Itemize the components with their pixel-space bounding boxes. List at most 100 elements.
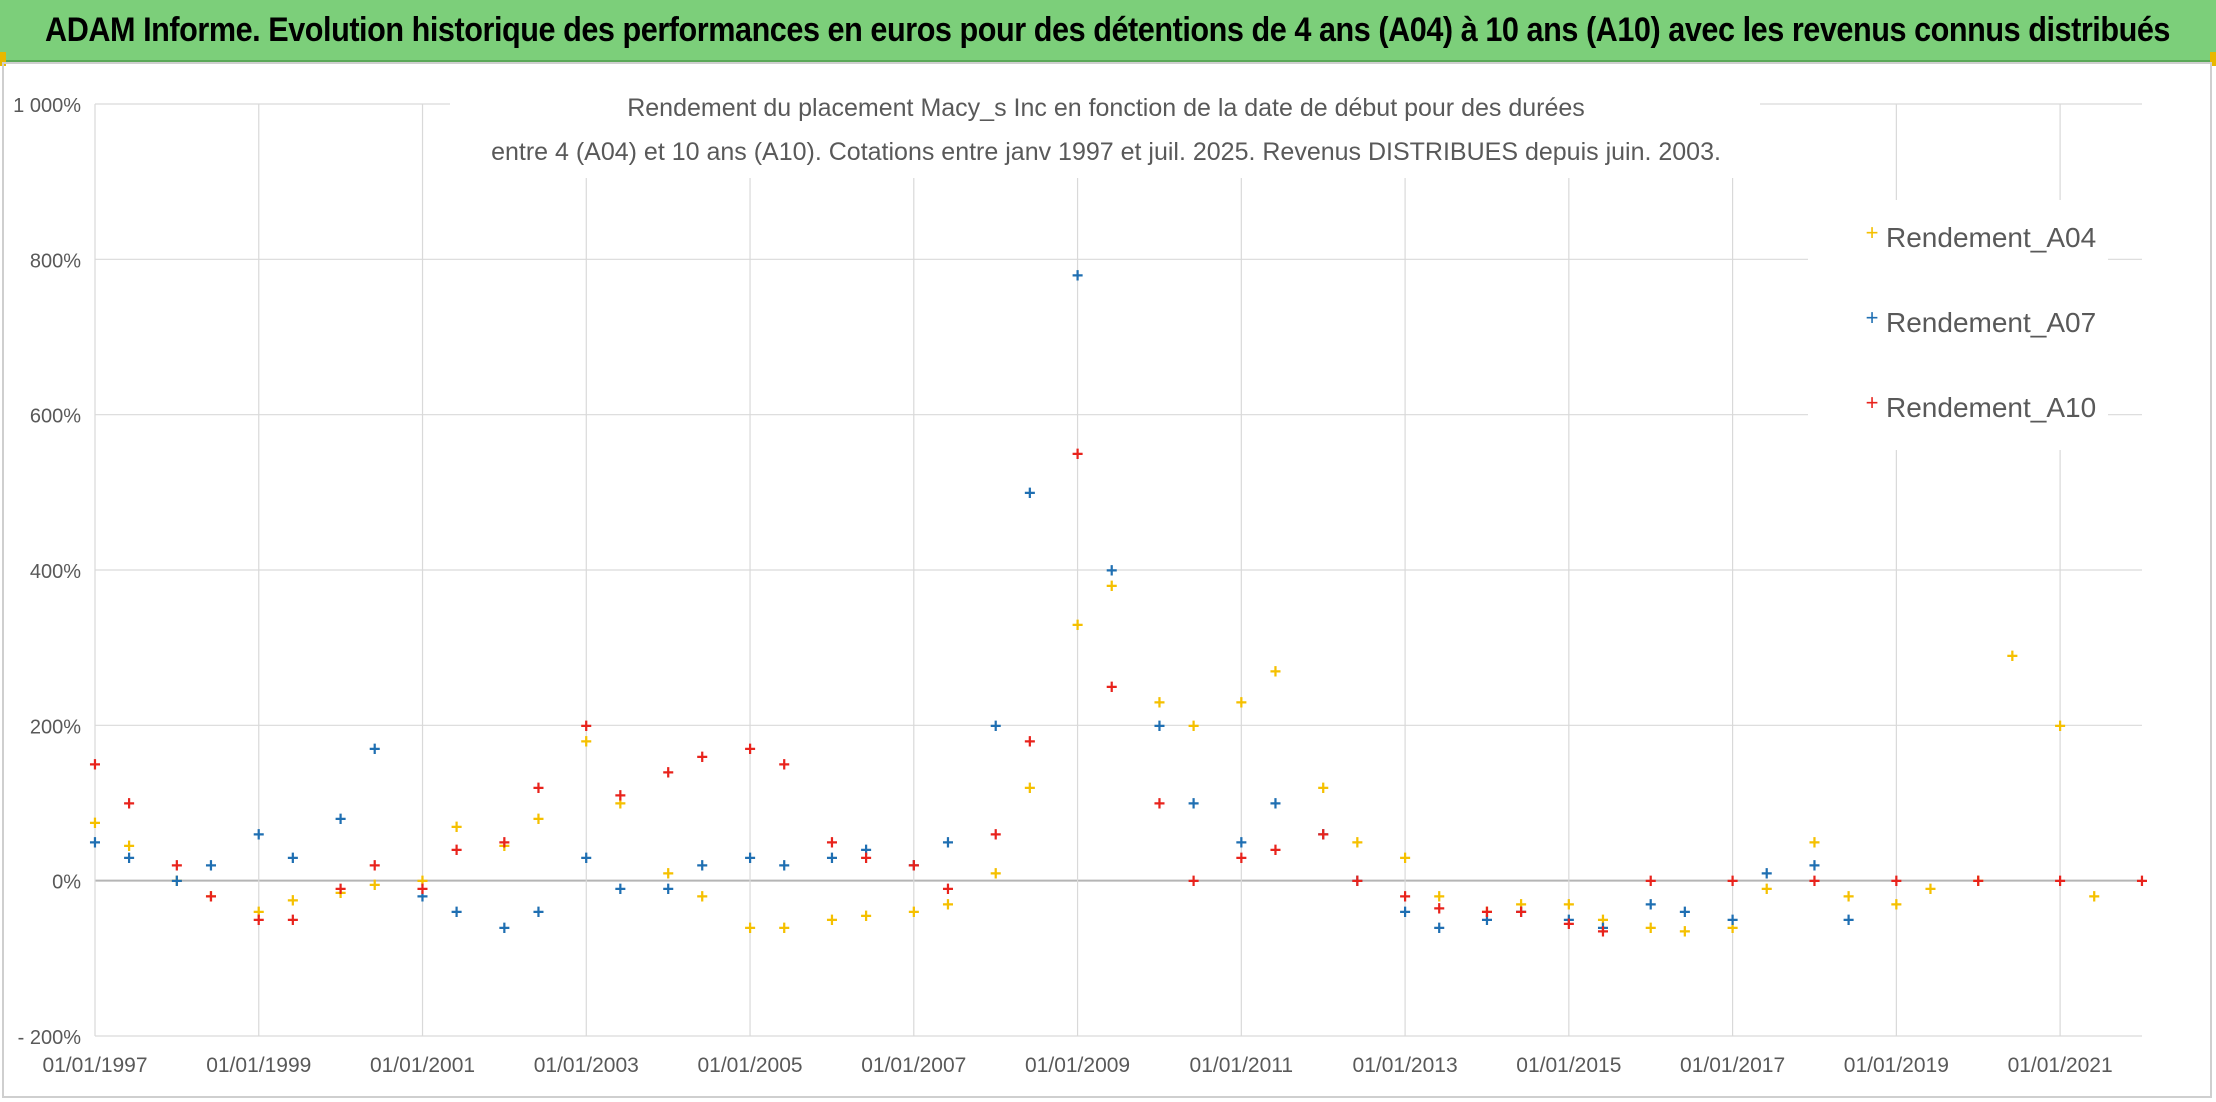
point-rendement-a04: +: [1106, 576, 1118, 598]
point-rendement-a04: +: [171, 871, 183, 893]
banner-edge-marker-right: [2210, 52, 2216, 66]
point-rendement-a04: +: [1727, 917, 1739, 939]
point-rendement-a04: +: [335, 882, 347, 904]
point-rendement-a04: +: [1399, 847, 1411, 869]
point-rendement-a07: +: [908, 855, 920, 877]
point-rendement-a10: +: [123, 793, 135, 815]
point-rendement-a10: +: [369, 855, 381, 877]
legend-label-a10: Rendement_A10: [1886, 392, 2096, 423]
point-rendement-a04: +: [744, 917, 756, 939]
point-rendement-a04: +: [1925, 878, 1937, 900]
point-rendement-a10: +: [942, 878, 954, 900]
point-rendement-a04: +: [1843, 886, 1855, 908]
point-rendement-a04: +: [451, 816, 463, 838]
point-rendement-a07: +: [1024, 482, 1036, 504]
point-rendement-a10: +: [205, 886, 217, 908]
point-rendement-a07: +: [1235, 832, 1247, 854]
point-rendement-a10: +: [287, 910, 299, 932]
x-tick-label: 01/01/2011: [1190, 1054, 1294, 1077]
point-rendement-a04: +: [696, 886, 708, 908]
point-rendement-a04: +: [1317, 777, 1329, 799]
point-rendement-a07: +: [942, 832, 954, 854]
point-rendement-a10: +: [533, 777, 545, 799]
point-rendement-a10: +: [171, 855, 183, 877]
point-rendement-a10: +: [1154, 793, 1166, 815]
banner-edge-marker-left: [0, 52, 6, 66]
point-rendement-a07: +: [860, 840, 872, 862]
point-rendement-a07: +: [778, 855, 790, 877]
chart-title-line-2: entre 4 (A04) et 10 ans (A10). Cotations…: [491, 138, 1721, 166]
point-rendement-a04: +: [205, 886, 217, 908]
point-rendement-a10: +: [908, 855, 920, 877]
point-rendement-a10: +: [1433, 898, 1445, 920]
point-rendement-a04: +: [1597, 910, 1609, 932]
x-tick-label: 01/01/2021: [2008, 1054, 2113, 1077]
point-rendement-a10: +: [1024, 731, 1036, 753]
point-rendement-a07: +: [533, 902, 545, 924]
point-rendement-a04: +: [1563, 894, 1575, 916]
point-rendement-a07: +: [287, 847, 299, 869]
title-background: [450, 86, 1760, 178]
point-rendement-a04: +: [1761, 878, 1773, 900]
point-rendement-a04: +: [417, 871, 429, 893]
x-tick-label: 01/01/2017: [1680, 1054, 1785, 1077]
grid-layer: [94, 103, 2142, 1037]
point-rendement-a10: +: [1072, 444, 1084, 466]
point-rendement-a10: +: [1891, 871, 1903, 893]
point-rendement-a04: +: [615, 793, 627, 815]
x-tick-label: 01/01/2019: [1844, 1054, 1949, 1077]
point-rendement-a10: +: [2136, 871, 2148, 893]
point-rendement-a07: +: [1563, 910, 1575, 932]
point-rendement-a07: +: [1515, 902, 1527, 924]
y-tick-label: 800%: [30, 250, 81, 272]
point-rendement-a10: +: [451, 840, 463, 862]
point-rendement-a10: +: [860, 847, 872, 869]
point-rendement-a04: +: [2088, 886, 2100, 908]
point-rendement-a04: +: [662, 863, 674, 885]
legend-marker-a07: +: [1866, 305, 1879, 330]
point-rendement-a07: +: [826, 847, 838, 869]
point-rendement-a07: +: [171, 871, 183, 893]
point-rendement-a10: +: [1809, 871, 1821, 893]
legend-marker-a10: +: [1866, 390, 1879, 415]
point-rendement-a10: +: [1515, 902, 1527, 924]
legend-label-a04: Rendement_A04: [1886, 222, 2096, 253]
legend-label-a07: Rendement_A07: [1886, 307, 2096, 338]
point-rendement-a04: +: [253, 902, 265, 924]
point-rendement-a07: +: [1106, 560, 1118, 582]
point-rendement-a10: +: [744, 739, 756, 761]
point-rendement-a07: +: [1399, 902, 1411, 924]
point-rendement-a04: +: [1679, 921, 1691, 943]
point-rendement-a04: +: [826, 910, 838, 932]
point-rendement-a10: +: [615, 785, 627, 807]
point-rendement-a10: +: [89, 754, 101, 776]
point-rendement-a07: +: [744, 847, 756, 869]
legend: + Rendement_A04 + Rendement_A07 + Rendem…: [1808, 200, 2108, 450]
point-rendement-a07: +: [580, 847, 592, 869]
point-rendement-a07: +: [369, 739, 381, 761]
point-rendement-a07: +: [89, 832, 101, 854]
point-rendement-a04: +: [1188, 715, 1200, 737]
point-rendement-a10: +: [580, 715, 592, 737]
x-tick-label: 01/01/2007: [861, 1054, 966, 1077]
point-rendement-a07: +: [1843, 910, 1855, 932]
banner-title: ADAM Informe. Evolution historique des p…: [45, 10, 2171, 49]
point-rendement-a10: +: [696, 746, 708, 768]
point-rendement-a10: +: [1317, 824, 1329, 846]
point-rendement-a04: +: [580, 731, 592, 753]
point-rendement-a07: +: [615, 878, 627, 900]
report-banner: ADAM Informe. Evolution historique des p…: [0, 0, 2216, 62]
point-rendement-a10: +: [1481, 902, 1493, 924]
point-rendement-a10: +: [2054, 871, 2066, 893]
point-rendement-a07: +: [1072, 265, 1084, 287]
chart-title-line-1: Rendement du placement Macy_s Inc en fon…: [627, 94, 1585, 122]
point-rendement-a07: +: [1645, 894, 1657, 916]
x-tick-label: 01/01/2001: [370, 1054, 475, 1077]
point-rendement-a07: +: [417, 886, 429, 908]
point-rendement-a07: +: [696, 855, 708, 877]
point-rendement-a04: +: [499, 836, 511, 858]
point-rendement-a07: +: [662, 878, 674, 900]
point-rendement-a07: +: [1351, 871, 1363, 893]
point-rendement-a04: +: [89, 812, 101, 834]
point-rendement-a04: +: [1809, 832, 1821, 854]
